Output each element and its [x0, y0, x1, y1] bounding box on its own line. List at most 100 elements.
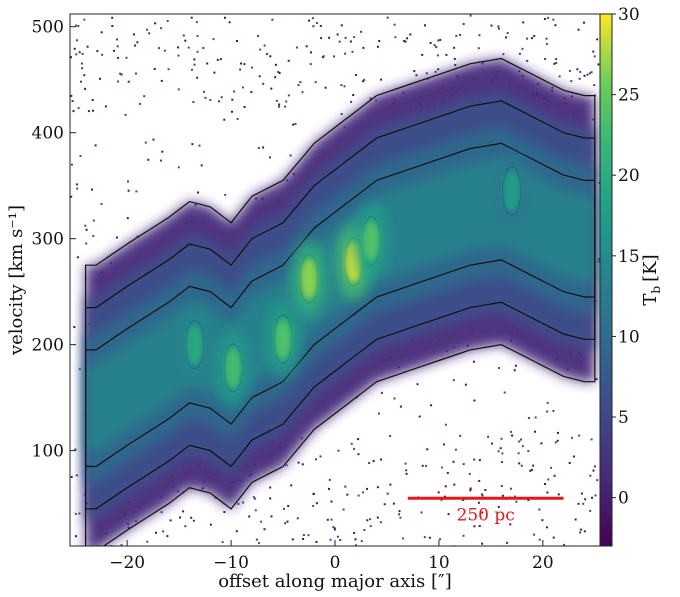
noise-pixel: [574, 518, 577, 521]
noise-pixel: [125, 56, 128, 59]
noise-pixel: [546, 491, 549, 494]
noise-pixel: [319, 24, 322, 27]
noise-pixel: [520, 464, 523, 467]
noise-pixel: [533, 533, 536, 536]
noise-pixel: [597, 63, 600, 66]
noise-pixel: [552, 536, 555, 539]
noise-pixel: [530, 468, 533, 471]
noise-pixel: [399, 516, 402, 519]
noise-pixel: [394, 36, 397, 39]
noise-pixel: [195, 21, 198, 24]
noise-pixel: [274, 76, 277, 79]
noise-pixel: [117, 56, 120, 59]
noise-pixel: [593, 84, 596, 87]
noise-pixel: [152, 138, 155, 141]
noise-pixel: [415, 74, 418, 77]
noise-pixel: [362, 80, 365, 83]
noise-pixel: [74, 512, 77, 515]
noise-pixel: [160, 79, 163, 82]
noise-pixel: [344, 36, 347, 39]
noise-pixel: [509, 523, 512, 526]
noise-pixel: [163, 49, 166, 52]
noise-pixel: [209, 523, 212, 526]
noise-pixel: [301, 91, 304, 94]
noise-pixel: [197, 191, 199, 194]
noise-pixel: [143, 95, 146, 98]
noise-pixel: [579, 531, 582, 534]
contour-line-2: [85, 142, 596, 468]
colorbar-label-main: T: [640, 294, 661, 306]
noise-pixel: [573, 455, 575, 458]
noise-pixel: [554, 441, 557, 444]
noise-pixel: [134, 44, 137, 47]
noise-pixel: [135, 190, 138, 193]
noise-pixel: [278, 105, 281, 108]
noise-pixel: [544, 483, 546, 485]
noise-pixel: [555, 61, 558, 64]
noise-pixel: [336, 33, 339, 36]
noise-pixel: [166, 535, 169, 538]
noise-pixel: [526, 37, 528, 40]
noise-pixel: [209, 99, 212, 102]
noise-pixel: [79, 155, 82, 158]
noise-pixel: [239, 68, 242, 71]
noise-pixel: [182, 34, 185, 37]
noise-pixel: [416, 383, 419, 386]
noise-pixel: [484, 489, 487, 491]
y-axis: 100 200 300 400 500: [32, 18, 76, 462]
noise-pixel: [80, 80, 82, 83]
noise-pixel: [291, 538, 294, 541]
noise-pixel: [99, 77, 101, 80]
noise-pixel: [541, 519, 544, 522]
noise-pixel: [544, 58, 547, 60]
noise-pixel: [444, 495, 446, 498]
noise-pixel: [368, 462, 371, 464]
noise-pixel: [526, 59, 529, 62]
noise-pixel: [241, 86, 244, 89]
noise-pixel: [363, 78, 366, 81]
noise-pixel: [596, 38, 599, 41]
noise-pixel: [452, 379, 455, 382]
noise-pixel: [78, 368, 81, 371]
emission-layer: [85, 58, 595, 546]
noise-pixel: [577, 28, 580, 31]
noise-pixel: [570, 80, 573, 83]
noise-pixel: [469, 489, 472, 492]
noise-pixel: [527, 499, 530, 502]
noise-pixel: [322, 55, 325, 58]
noise-pixel: [534, 416, 537, 419]
noise-pixel: [271, 18, 274, 21]
noise-pixel: [350, 100, 353, 103]
noise-pixel: [420, 511, 423, 514]
noise-pixel: [190, 516, 193, 519]
noise-pixel: [442, 443, 445, 446]
noise-pixel: [287, 505, 290, 507]
noise-pixel: [557, 493, 560, 496]
noise-pixel: [285, 464, 288, 467]
noise-pixel: [435, 46, 438, 49]
noise-pixel: [533, 34, 536, 37]
noise-pixel: [593, 55, 596, 58]
noise-pixel: [393, 23, 396, 26]
noise-pixel: [81, 67, 84, 70]
noise-pixel: [190, 16, 193, 19]
noise-pixel: [196, 50, 199, 53]
noise-pixel: [91, 188, 93, 191]
noise-pixel: [362, 491, 365, 494]
noise-pixel: [473, 525, 476, 528]
colorbar-tick-label: 5: [618, 408, 629, 428]
noise-pixel: [392, 502, 395, 505]
noise-pixel: [346, 493, 349, 496]
noise-pixel: [366, 487, 368, 490]
noise-pixel: [251, 66, 254, 69]
noise-pixel: [116, 45, 119, 48]
noise-pixel: [546, 410, 549, 413]
noise-pixel: [269, 55, 272, 58]
noise-pixel: [70, 56, 72, 59]
noise-pixel: [498, 27, 500, 30]
noise-pixel: [270, 87, 273, 90]
noise-pixel: [223, 118, 226, 121]
noise-pixel: [177, 54, 180, 57]
noise-pixel: [589, 474, 592, 477]
noise-pixel: [196, 34, 199, 37]
